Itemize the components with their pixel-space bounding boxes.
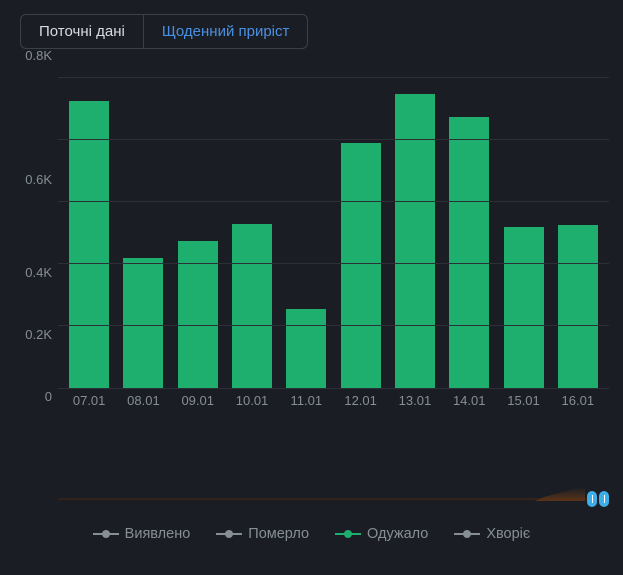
grid-line [58, 77, 609, 78]
legend-label: Виявлено [125, 526, 191, 542]
x-tick-label: 16.01 [558, 393, 598, 408]
bar[interactable] [123, 258, 163, 388]
grid-line [58, 263, 609, 264]
legend-marker [335, 533, 361, 535]
legend: Виявлено Померло Одужало Хворіє [0, 526, 623, 542]
x-tick-label: 08.01 [123, 393, 163, 408]
legend-item[interactable]: Одужало [335, 526, 428, 542]
x-tick-label: 07.01 [69, 393, 109, 408]
grid-line [58, 201, 609, 202]
x-tick-label: 12.01 [341, 393, 381, 408]
legend-item[interactable]: Померло [216, 526, 309, 542]
bar[interactable] [69, 101, 109, 388]
plot-region [58, 79, 609, 389]
time-scrubber[interactable] [58, 474, 609, 504]
legend-label: Одужало [367, 526, 428, 542]
tab-group: Поточні дані Щоденний приріст [20, 14, 308, 49]
y-axis: 00.2K0.4K0.6K0.8K1K [14, 79, 58, 389]
legend-label: Хворіє [486, 526, 530, 542]
x-tick-label: 10.01 [232, 393, 272, 408]
bar[interactable] [286, 309, 326, 388]
bars-container [58, 79, 609, 388]
x-tick-label: 11.01 [286, 393, 326, 408]
bar[interactable] [395, 94, 435, 389]
legend-label: Померло [248, 526, 309, 542]
grid-line [58, 325, 609, 326]
scrubber-knob-right[interactable] [599, 491, 609, 507]
grid-line [58, 139, 609, 140]
bar[interactable] [232, 224, 272, 388]
legend-marker [216, 533, 242, 535]
chart-area: 00.2K0.4K0.6K0.8K1K 07.01 08.01 09.01 10.01… [14, 79, 609, 429]
bar[interactable] [504, 227, 544, 388]
y-tick-label: 1K [36, 0, 52, 234]
x-axis: 07.01 08.01 09.01 10.01 11.01 12.01 13.01 14.01… [58, 393, 609, 408]
bar[interactable] [558, 225, 598, 388]
tab-daily-growth[interactable]: Щоденний приріст [143, 15, 308, 48]
x-tick-label: 13.01 [395, 393, 435, 408]
x-tick-label: 09.01 [178, 393, 218, 408]
legend-item[interactable]: Виявлено [93, 526, 191, 542]
bar[interactable] [449, 117, 489, 388]
legend-marker [93, 533, 119, 535]
legend-item[interactable]: Хворіє [454, 526, 530, 542]
x-tick-label: 15.01 [504, 393, 544, 408]
scrubber-knob-left[interactable] [587, 491, 597, 507]
chart-widget: Поточні дані Щоденний приріст 00.2K0.4K0… [0, 0, 623, 542]
legend-marker [454, 533, 480, 535]
scrubber-sparkline [535, 487, 585, 501]
scrubber-track [58, 498, 609, 500]
bar[interactable] [341, 143, 381, 388]
scrubber-handle[interactable] [587, 491, 609, 507]
x-tick-label: 14.01 [449, 393, 489, 408]
